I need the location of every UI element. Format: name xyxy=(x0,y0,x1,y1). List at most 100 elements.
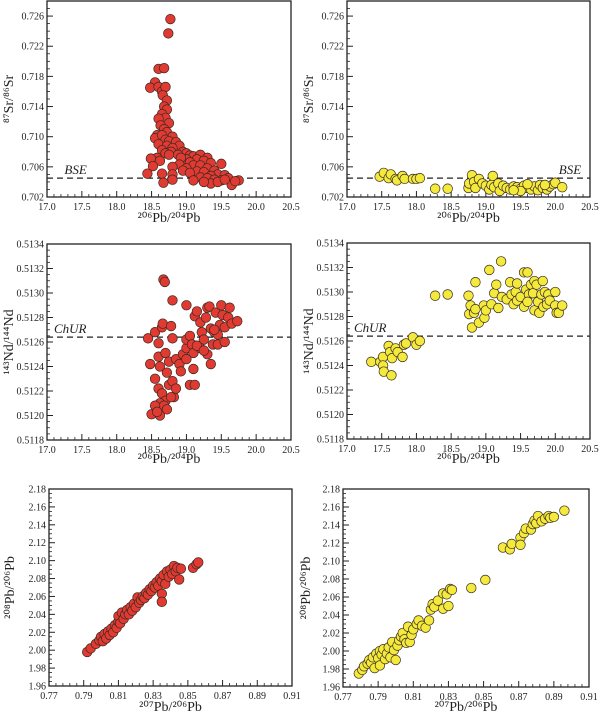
x-tick-label: 19.0 xyxy=(178,202,196,213)
reference-line-label: BSE xyxy=(559,162,581,177)
x-tick-label: 0.81 xyxy=(110,691,128,702)
data-point xyxy=(522,179,533,190)
data-point xyxy=(165,391,177,403)
y-tick-label: 0.710 xyxy=(22,132,45,143)
y-axis-label: ⁸⁷Sr/⁸⁶Sr xyxy=(2,75,17,124)
data-point xyxy=(400,338,412,349)
x-axis-label: ²⁰⁷Pb/²⁰⁶Pb xyxy=(139,700,202,715)
data-point xyxy=(205,358,216,370)
data-point xyxy=(165,320,177,332)
y-tick-label: 0.5124 xyxy=(317,361,345,372)
data-point xyxy=(156,596,167,607)
data-point xyxy=(232,316,243,327)
data-point xyxy=(184,330,196,342)
x-tick-label: 20.0 xyxy=(547,444,565,455)
data-point xyxy=(189,379,200,391)
series-points xyxy=(142,13,244,191)
data-point xyxy=(539,179,551,191)
y-tick-label: 0.702 xyxy=(22,193,45,204)
data-point xyxy=(559,505,570,516)
data-point xyxy=(366,356,377,367)
y-tick-label: 0.706 xyxy=(22,162,45,173)
data-point xyxy=(493,302,504,314)
data-point xyxy=(508,185,519,196)
y-tick-label: 1.98 xyxy=(323,665,341,676)
reference-line-label: ChUR xyxy=(354,320,387,335)
y-tick-label: 0.5118 xyxy=(17,436,44,447)
x-tick-label: 0.85 xyxy=(179,691,197,702)
data-point xyxy=(191,306,203,317)
data-point xyxy=(174,574,185,585)
x-tick-label: 17.0 xyxy=(338,444,356,455)
y-tick-label: 2.06 xyxy=(323,593,341,604)
y-tick-label: 0.726 xyxy=(22,12,45,23)
x-axis-label: ²⁰⁶Pb/²⁰⁴Pb xyxy=(437,452,500,467)
x-tick-label: 17.5 xyxy=(73,445,91,456)
data-point xyxy=(147,160,159,172)
y-tick-label: 0.718 xyxy=(322,72,345,83)
y-tick-label: 0.5126 xyxy=(17,338,45,349)
y-tick-label: 2.04 xyxy=(323,611,341,622)
data-point xyxy=(491,279,502,290)
x-tick-label: 0.89 xyxy=(545,692,563,703)
y-tick-label: 0.702 xyxy=(322,193,345,204)
data-point xyxy=(204,301,215,312)
data-point xyxy=(163,149,175,160)
data-point xyxy=(188,175,199,186)
x-tick-label: 19.5 xyxy=(512,444,530,455)
y-tick-label: 2.10 xyxy=(323,557,341,568)
data-point xyxy=(397,351,408,363)
data-point xyxy=(191,340,203,351)
y-tick-label: 0.5122 xyxy=(317,386,345,397)
x-tick-label: 17.5 xyxy=(73,202,91,213)
y-axis-label: ²⁰⁸Pb/²⁰⁶Pb xyxy=(299,557,314,620)
x-tick-label: 19.0 xyxy=(178,445,196,456)
data-point xyxy=(163,28,174,39)
plot-frame xyxy=(346,242,591,440)
panel-pb208-pb207-red: 0.77 0.79 0.81 0.83 0.85 0.87 0.89 0.91 1.96 1.98… xyxy=(3,485,301,716)
data-point xyxy=(511,278,523,289)
x-tick-label: 20.0 xyxy=(247,202,265,213)
data-point xyxy=(142,168,153,179)
panel-nd-pb-yellow: 17.0 17.5 18.0 18.5 19.0 19.5 20.0 20.5 0.5118 0.… xyxy=(302,239,599,468)
x-tick-label: 17.0 xyxy=(338,202,356,213)
series-points xyxy=(366,256,568,381)
x-tick-label: 18.5 xyxy=(442,202,460,213)
data-point xyxy=(161,404,173,415)
plot-frame xyxy=(346,0,591,198)
x-tick-label: 20.5 xyxy=(581,444,599,455)
data-point xyxy=(230,176,241,187)
y-tick-label: 0.5124 xyxy=(17,362,45,373)
data-point xyxy=(443,600,454,612)
x-tick-label: 19.5 xyxy=(213,202,231,213)
x-tick-label: 19.5 xyxy=(512,202,530,213)
x-tick-label: 18.0 xyxy=(408,202,426,213)
y-tick-label: 1.98 xyxy=(29,664,47,675)
series-points xyxy=(353,505,570,679)
y-tick-label: 0.726 xyxy=(322,12,345,23)
data-point xyxy=(165,13,176,25)
data-point xyxy=(470,277,481,288)
panel-nd-pb-red: 17.0 17.5 18.0 18.5 19.0 19.5 20.0 20.5 0.5118 0.… xyxy=(2,240,300,468)
data-point xyxy=(506,538,517,550)
y-axis-label: ¹⁴³Nd/¹⁴⁴Nd xyxy=(2,309,17,374)
x-tick-label: 0.77 xyxy=(334,692,352,703)
y-tick-label: 0.710 xyxy=(322,132,345,143)
x-tick-label: 20.0 xyxy=(547,202,565,213)
y-tick-label: 0.5120 xyxy=(17,411,45,422)
data-point xyxy=(463,290,474,301)
x-tick-label: 19.5 xyxy=(213,445,231,456)
data-point xyxy=(484,264,495,276)
y-tick-label: 0.714 xyxy=(322,102,345,113)
data-point xyxy=(170,383,182,394)
data-point xyxy=(430,290,441,301)
data-point xyxy=(149,373,161,384)
data-point xyxy=(209,324,220,335)
data-point xyxy=(557,300,568,311)
data-point xyxy=(193,557,204,568)
y-tick-label: 2.12 xyxy=(323,539,341,550)
y-tick-label: 0.5120 xyxy=(317,410,345,421)
data-point xyxy=(466,322,478,333)
x-tick-label: 0.83 xyxy=(144,691,162,702)
